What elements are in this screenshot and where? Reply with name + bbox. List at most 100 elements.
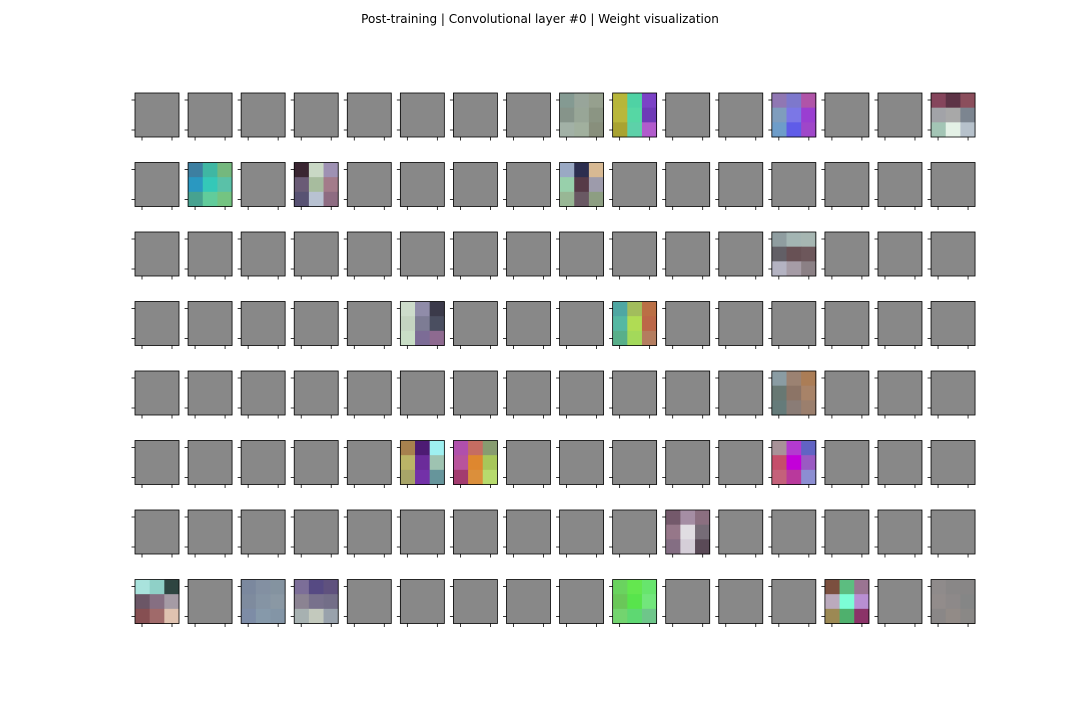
filter-tile-16: [131, 162, 180, 210]
tile-frame: [293, 231, 339, 277]
kernel-pixel: [612, 330, 628, 346]
kernel-pixel: [824, 594, 840, 610]
kernel-pixel: [665, 539, 681, 555]
kernel-pixel: [931, 579, 947, 595]
tile-frame: [453, 92, 498, 138]
kernel-fill: [559, 440, 604, 485]
filter-tile-63: [927, 301, 976, 349]
filter-tile-43: [715, 231, 764, 280]
filter-tile-42: [662, 231, 711, 280]
kernel-pixel: [241, 579, 257, 595]
tile-frame: [877, 162, 923, 207]
filter-tile-9: [609, 92, 658, 141]
filter-tile-97: [184, 509, 233, 558]
kernel-pixel: [641, 594, 658, 610]
kernel-pixel: [612, 608, 628, 624]
filter-tile-108: [768, 509, 817, 558]
filter-tile-85: [396, 440, 445, 488]
kernel-pixel: [960, 122, 976, 138]
kernel-fill: [506, 510, 551, 554]
kernel-fill: [294, 232, 339, 276]
tile-frame: [718, 370, 764, 416]
filter-tile-72: [556, 370, 604, 419]
tile-frame: [240, 440, 286, 485]
kernel-pixel: [801, 122, 817, 138]
kernel-pixel: [588, 107, 604, 123]
kernel-fill: [347, 162, 392, 207]
kernel-pixel: [960, 608, 976, 624]
kernel-pixel: [308, 177, 324, 193]
filter-tile-99: [290, 509, 339, 558]
tile-frame: [718, 92, 764, 138]
tile-frame: [134, 301, 180, 346]
kernel-pixel: [627, 594, 643, 610]
filter-tile-26: [662, 162, 711, 210]
filter-tile-81: [184, 440, 233, 488]
kernel-pixel: [627, 107, 643, 123]
kernel-pixel: [801, 107, 817, 123]
kernel-pixel: [202, 162, 218, 178]
filter-tile-62: [874, 301, 923, 349]
kernel-fill: [188, 579, 233, 624]
kernel-pixel: [931, 594, 947, 610]
kernel-pixel: [415, 440, 431, 456]
filter-tile-92: [768, 440, 817, 488]
tile-frame: [771, 162, 817, 207]
filter-tile-94: [874, 440, 923, 488]
filter-tile-58: [662, 301, 711, 349]
tile-frame: [718, 231, 764, 277]
filter-tile-0: [131, 92, 180, 141]
kernel-fill: [559, 579, 604, 624]
kernel-pixel: [612, 579, 628, 595]
tile-frame: [187, 509, 233, 555]
tile-frame: [399, 579, 445, 624]
tile-frame: [346, 440, 392, 485]
kernel-pixel: [400, 455, 416, 471]
filter-tile-38: [449, 231, 498, 280]
tile-frame: [559, 579, 604, 624]
tile-frame: [877, 579, 923, 624]
kernel-fill: [877, 162, 922, 207]
tile-frame: [718, 301, 764, 346]
tile-frame: [718, 579, 764, 624]
filter-tile-22: [449, 162, 498, 210]
filter-tile-53: [396, 301, 445, 349]
kernel-fill: [506, 371, 551, 415]
tile-frame: [824, 370, 870, 416]
kernel-pixel: [612, 93, 628, 109]
kernel-pixel: [559, 122, 575, 138]
tile-frame: [665, 440, 711, 485]
kernel-pixel: [400, 330, 416, 346]
kernel-fill: [347, 301, 392, 346]
filter-tile-60: [768, 301, 817, 349]
kernel-fill: [188, 510, 233, 554]
kernel-pixel: [453, 455, 469, 471]
kernel-pixel: [960, 93, 976, 109]
filter-tile-78: [874, 370, 923, 419]
kernel-pixel: [641, 330, 658, 346]
kernel-pixel: [801, 93, 817, 109]
kernel-fill: [665, 440, 710, 485]
kernel-pixel: [468, 469, 484, 485]
filter-tile-50: [237, 301, 286, 349]
kernel-pixel: [415, 316, 431, 332]
kernel-pixel: [188, 191, 204, 207]
kernel-fill: [559, 301, 604, 346]
kernel-fill: [559, 510, 604, 554]
tile-frame: [187, 231, 233, 277]
tile-frame: [771, 231, 817, 277]
tile-frame: [453, 579, 498, 624]
kernel-pixel: [323, 579, 339, 595]
kernel-pixel: [801, 469, 817, 485]
kernel-fill: [718, 510, 763, 554]
kernel-fill: [453, 510, 498, 554]
kernel-fill: [241, 371, 286, 415]
filter-tile-33: [184, 231, 233, 280]
kernel-pixel: [188, 162, 204, 178]
kernel-pixel: [135, 579, 151, 595]
kernel-pixel: [627, 608, 643, 624]
kernel-fill: [135, 371, 179, 415]
tile-frame: [506, 301, 551, 346]
kernel-fill: [665, 232, 710, 276]
filter-tile-5: [396, 92, 445, 141]
